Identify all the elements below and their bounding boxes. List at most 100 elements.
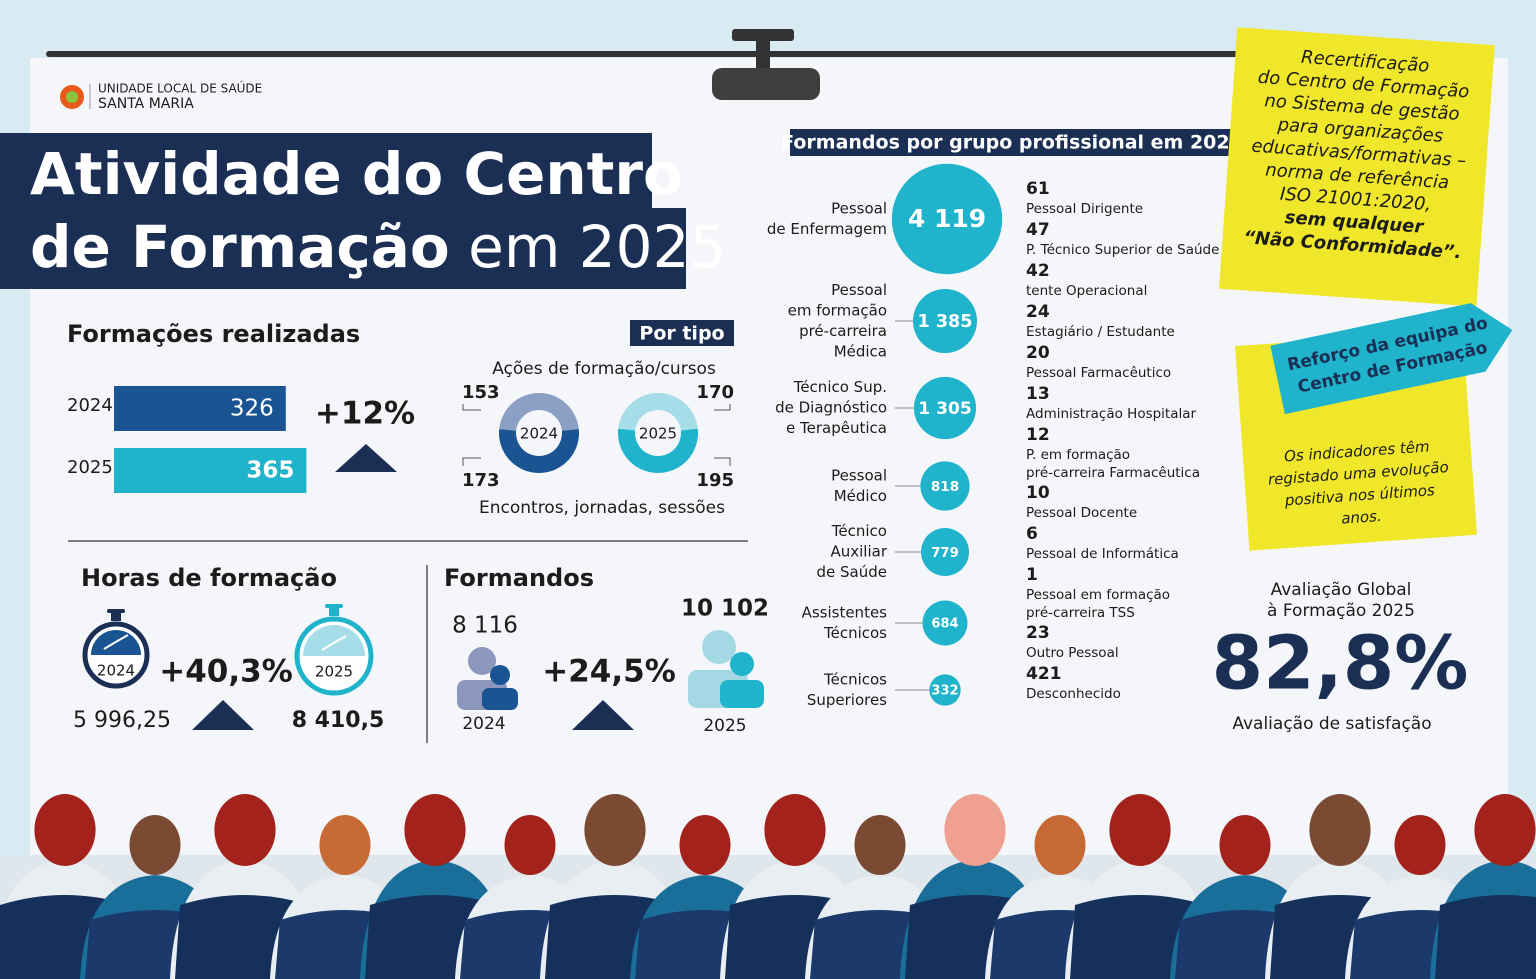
list-label: Pessoal Docente: [1026, 505, 1137, 521]
group-label: e Terapêutica: [786, 419, 887, 437]
year: 2025: [703, 716, 746, 736]
title-part: de Formação: [30, 213, 450, 281]
bubble: [913, 376, 977, 440]
donut-year: 2024: [520, 425, 558, 443]
donut-segment: [498, 429, 579, 474]
logo-inner: [66, 91, 78, 103]
list-label: Administração Hospitalar: [1026, 406, 1197, 422]
stopwatch-hand: [321, 635, 347, 651]
stopwatch-hand: [103, 634, 129, 650]
group-label: Técnico: [831, 522, 887, 540]
year: 2024: [462, 714, 505, 734]
group-label: Técnicos: [823, 670, 887, 688]
group-label: Técnico Sup.: [793, 378, 887, 396]
icon-part: [490, 665, 510, 685]
donut-value: 195: [696, 470, 734, 491]
donut-year: 2025: [639, 425, 677, 443]
bubble: [922, 600, 968, 646]
head: [1394, 815, 1446, 875]
value: 5 996,25: [73, 708, 171, 733]
head: [1309, 794, 1371, 866]
donut-caption: Encontros, jornadas, sessões: [479, 498, 725, 518]
bubble-value: 332: [931, 684, 958, 699]
bubble-value: 779: [931, 546, 959, 561]
title-band: [0, 133, 652, 213]
bubble: [920, 527, 970, 577]
note-paper: [1219, 27, 1495, 307]
people-icon: [457, 647, 518, 710]
people-icon: [688, 630, 764, 708]
list-label: Desconhecido: [1026, 686, 1121, 702]
head: [1219, 815, 1271, 875]
change: +40,3%: [159, 654, 293, 690]
list-value: 24: [1026, 302, 1050, 322]
bubble: [920, 461, 970, 511]
list-value: 1: [1026, 565, 1038, 585]
icon-part: [730, 652, 754, 676]
head: [34, 794, 96, 866]
icon-part: [702, 630, 736, 664]
donut-segment: [499, 393, 579, 431]
head: [764, 794, 826, 866]
bubble: [929, 674, 961, 706]
list-value: 10: [1026, 483, 1050, 503]
head: [319, 815, 371, 875]
bubble-value: 4 119: [908, 204, 986, 233]
section-title: Formandos por grupo profissional em 2025: [781, 132, 1243, 154]
title: de Formação em 2025: [30, 213, 726, 281]
up-arrow: [572, 700, 634, 730]
head: [129, 815, 181, 875]
bar: [114, 448, 307, 493]
tag-label: Por tipo: [639, 323, 724, 345]
leader: [462, 404, 481, 411]
head: [679, 815, 731, 875]
list-value: 421: [1026, 664, 1062, 684]
head: [504, 815, 556, 875]
value: 10 102: [681, 596, 769, 622]
donut-value: 170: [696, 382, 734, 403]
list-label: Pessoal Farmacêutico: [1026, 365, 1171, 381]
group-label: Pessoal: [831, 466, 887, 484]
banner-shape: [1270, 303, 1513, 415]
group-label: de Saúde: [817, 563, 888, 581]
list-value: 47: [1026, 220, 1050, 240]
icon-part: [468, 647, 496, 675]
rating-label: à Formação 2025: [1267, 601, 1415, 621]
group-label: Médica: [834, 342, 887, 360]
bubble: [912, 288, 978, 354]
rating-caption: Avaliação de satisfação: [1232, 714, 1431, 734]
leader: [714, 404, 731, 411]
head: [854, 815, 906, 875]
bubble-value: 818: [931, 479, 959, 495]
icon-part: [720, 680, 764, 708]
head: [214, 794, 276, 866]
icon-part: [482, 688, 518, 710]
head: [944, 794, 1006, 866]
list-label: tente Operacional: [1026, 283, 1147, 299]
bar: [114, 386, 286, 431]
bubble-value: 1 385: [917, 312, 972, 332]
stopwatch-year: 2025: [315, 663, 353, 681]
bar-label: 2025: [67, 457, 113, 478]
projector-body: [712, 68, 820, 100]
list-label: Outro Pessoal: [1026, 645, 1119, 661]
group-label: Superiores: [807, 691, 887, 709]
group-label: Pessoal: [831, 281, 887, 299]
list-value: 61: [1026, 179, 1050, 199]
list-label: P. Técnico Superior de Saúde: [1026, 242, 1219, 258]
change: +12%: [315, 396, 415, 432]
list-label: Pessoal em formação: [1026, 587, 1170, 603]
group-label: de Enfermagem: [767, 220, 887, 238]
head: [404, 794, 466, 866]
section-title: Horas de formação: [81, 564, 337, 592]
section-title: Formações realizadas: [67, 320, 360, 348]
list-value: 23: [1026, 623, 1050, 643]
head: [1109, 794, 1171, 866]
bubble-value: 684: [931, 617, 958, 632]
value: 8 410,5: [292, 708, 385, 733]
title-part: em 2025: [468, 213, 726, 281]
bar-value: 365: [246, 458, 294, 484]
